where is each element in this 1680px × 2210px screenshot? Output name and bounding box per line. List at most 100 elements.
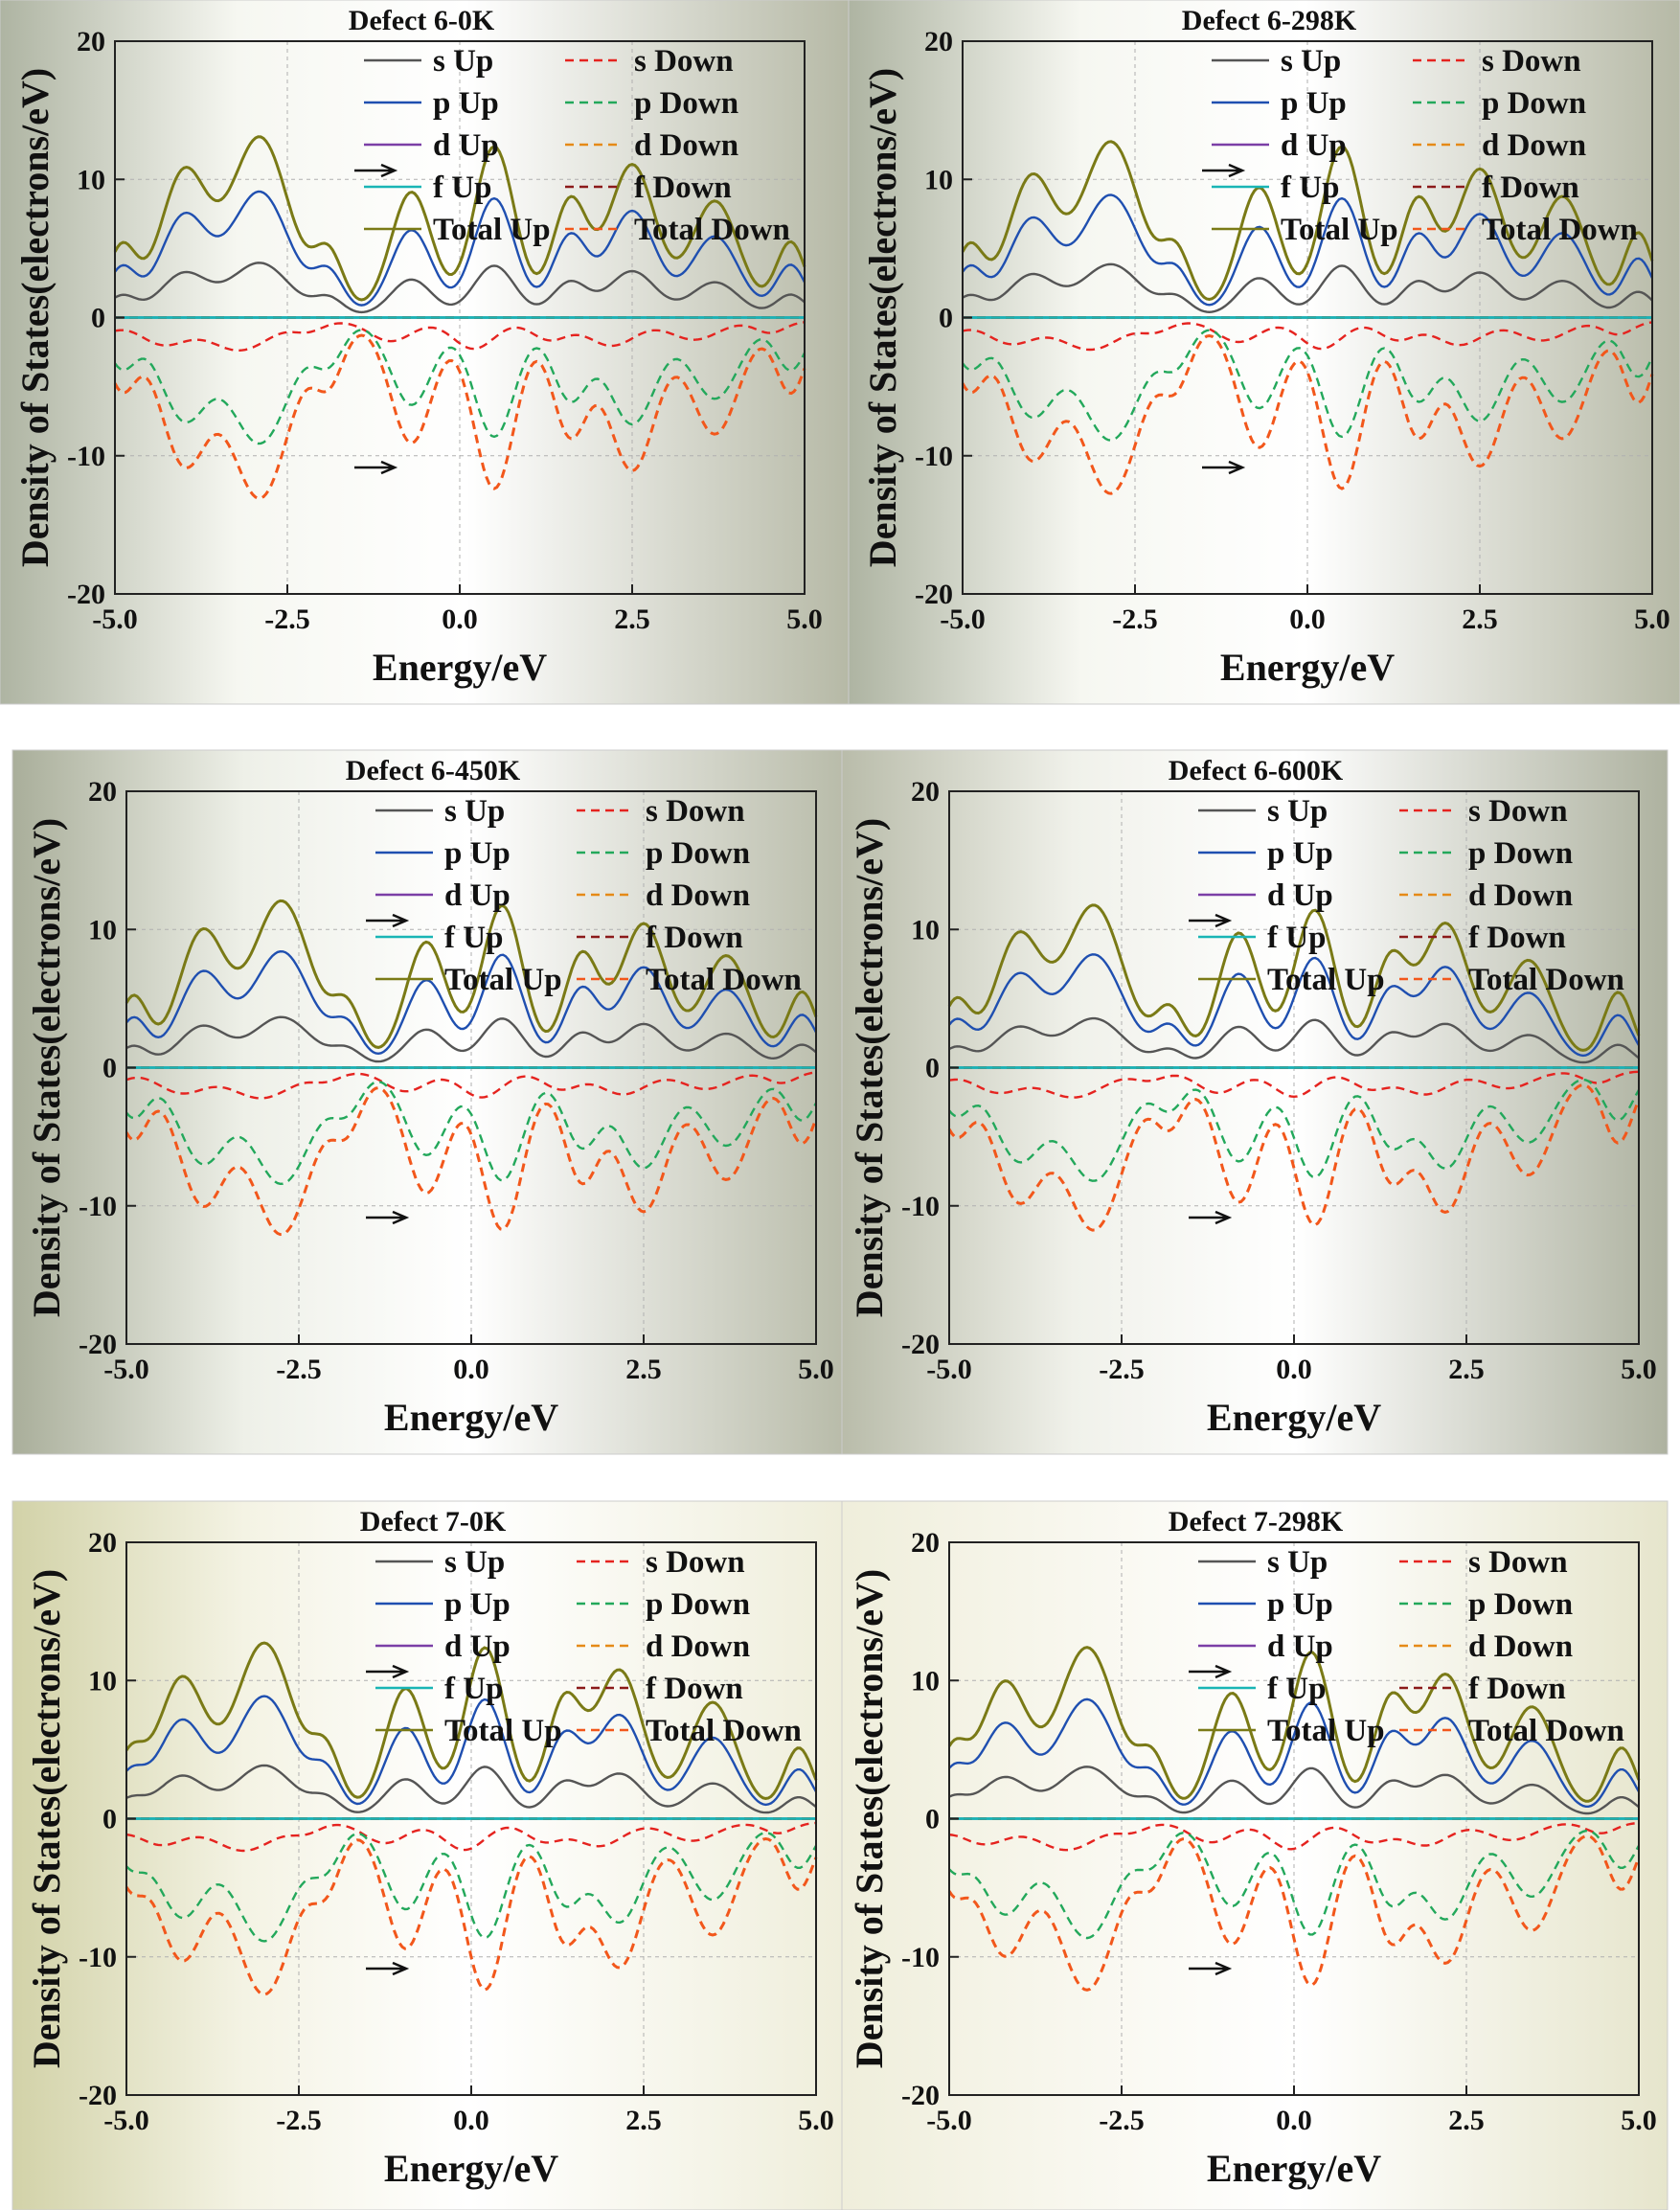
series-line-p_up <box>948 953 1641 1058</box>
legend-label-f_down: f Down <box>646 1672 743 1706</box>
x-tick-label: -2.5 <box>1112 604 1158 635</box>
legend-label-s_down: s Down <box>646 794 745 829</box>
x-tick-label: -5.0 <box>926 2105 972 2136</box>
legend-label-s_up: s Up <box>1281 44 1341 79</box>
legend-label-s_up: s Up <box>444 794 505 829</box>
series-line-s_up <box>948 1766 1640 1815</box>
legend: s Up p Up d Up f Up Total Up s Down p Down d Do… <box>375 1545 802 1748</box>
legend-label-total_down: Total Down <box>1482 213 1638 247</box>
x-tick-label: 2.5 <box>614 604 650 635</box>
x-axis-label: Energy/eV <box>373 646 547 689</box>
y-tick-label: 20 <box>924 26 953 57</box>
legend-label-total_up: Total Up <box>444 963 562 997</box>
y-tick-label: 20 <box>911 1527 940 1559</box>
legend-label-s_up: s Up <box>444 1545 505 1580</box>
y-tick-label: 20 <box>911 776 940 808</box>
legend-label-total_down: Total Down <box>646 963 802 997</box>
series-line-p_up <box>125 949 818 1056</box>
legend-label-d_up: d Up <box>1267 1629 1333 1664</box>
y-tick-label: 20 <box>77 26 105 57</box>
chart-panel: -5.0 -2.5 0.0 2.5 5.0 -20 -10 0 10 20 Defect 6-298… <box>848 0 1680 705</box>
legend-label-p_up: p Up <box>444 1587 511 1622</box>
chart-panel: -5.0 -2.5 0.0 2.5 5.0 -20 -10 0 10 20 Defect 7-0K E… <box>11 1500 843 2210</box>
legend-label-p_down: p Down <box>634 86 738 121</box>
arrow-marker <box>354 460 398 475</box>
legend: s Up p Up d Up f Up Total Up s Down p Down d Do… <box>1198 1545 1624 1748</box>
legend-label-d_down: d Down <box>1468 878 1573 913</box>
x-axis-label: Energy/eV <box>1207 1396 1381 1439</box>
x-tick-label: 2.5 <box>1462 604 1498 635</box>
legend-label-d_up: d Up <box>1281 128 1347 163</box>
panel-background <box>848 0 1680 705</box>
x-tick-label: 2.5 <box>1448 2105 1485 2136</box>
legend-label-f_down: f Down <box>646 921 743 955</box>
legend: s Up p Up d Up f Up Total Up s Down p Down d Do… <box>364 44 790 247</box>
y-tick-label: -10 <box>901 1191 940 1222</box>
x-axis-label: Energy/eV <box>1220 646 1395 689</box>
x-tick-label: -5.0 <box>940 604 986 635</box>
legend-label-p_down: p Down <box>1468 836 1573 871</box>
x-tick-label: 5.0 <box>798 1354 834 1385</box>
y-axis-label: Density of States(electrons/eV) <box>861 68 904 567</box>
legend-label-s_down: s Down <box>1482 44 1581 79</box>
arrow-marker <box>1189 913 1233 928</box>
legend-label-d_down: d Down <box>634 128 738 163</box>
x-tick-label: 5.0 <box>1634 604 1670 635</box>
legend-label-p_down: p Down <box>1468 1587 1573 1622</box>
x-tick-label: 0.0 <box>1276 2105 1312 2136</box>
legend-label-d_up: d Up <box>433 128 499 163</box>
y-tick-label: 0 <box>925 1053 940 1084</box>
x-tick-label: -5.0 <box>926 1354 972 1385</box>
panel-background <box>0 0 850 705</box>
x-tick-label: -2.5 <box>276 1354 322 1385</box>
legend-label-s_up: s Up <box>1267 794 1328 829</box>
x-tick-label: -5.0 <box>92 604 138 635</box>
legend-label-total_up: Total Up <box>433 213 551 247</box>
series-line-total_up <box>961 140 1654 302</box>
y-axis-label: Density of States(electrons/eV) <box>13 68 57 567</box>
legend: s Up p Up d Up f Up Total Up s Down p Down d Do… <box>1212 44 1638 247</box>
chart-title: Defect 6-600K <box>1169 755 1344 786</box>
legend-label-d_down: d Down <box>646 878 750 913</box>
legend-label-p_up: p Up <box>1267 836 1333 871</box>
y-tick-label: 0 <box>102 1804 117 1835</box>
x-tick-label: 2.5 <box>625 1354 662 1385</box>
legend-label-f_up: f Up <box>444 921 503 955</box>
series-line-s_up <box>114 262 806 314</box>
x-tick-label: -2.5 <box>1099 1354 1145 1385</box>
legend-label-total_down: Total Down <box>634 213 790 247</box>
y-tick-label: -10 <box>79 1191 117 1222</box>
legend-label-total_up: Total Up <box>1267 963 1385 997</box>
y-tick-label: 20 <box>88 776 117 808</box>
legend-label-f_up: f Up <box>1267 921 1326 955</box>
x-tick-label: 2.5 <box>1448 1354 1485 1385</box>
legend-label-f_down: f Down <box>1468 921 1566 955</box>
y-axis-label: Density of States(electrons/eV) <box>25 1569 68 2068</box>
legend-label-d_down: d Down <box>1482 128 1586 163</box>
x-tick-label: 0.0 <box>1276 1354 1312 1385</box>
series-line-s_down <box>125 1821 817 1853</box>
y-tick-label: 10 <box>911 1665 940 1697</box>
y-tick-label: 0 <box>939 303 953 334</box>
y-axis-label: Density of States(electrons/eV) <box>848 818 891 1317</box>
legend-label-d_up: d Up <box>444 878 511 913</box>
legend-label-p_up: p Up <box>444 836 511 871</box>
series-line-p_down <box>948 1830 1641 1940</box>
y-tick-label: -20 <box>901 2080 940 2111</box>
arrow-marker <box>366 1961 410 1976</box>
x-tick-label: 5.0 <box>798 2105 834 2136</box>
legend-label-s_down: s Down <box>646 1545 745 1580</box>
series-line-p_up <box>948 1697 1641 1808</box>
series-line-p_down <box>962 329 1654 442</box>
x-axis-label: Energy/eV <box>384 1396 558 1439</box>
series-line-total_up <box>125 899 818 1049</box>
y-tick-label: -20 <box>915 579 953 610</box>
chart-panel: -5.0 -2.5 0.0 2.5 5.0 -20 -10 0 10 20 Defect 7-298… <box>841 1500 1669 2210</box>
panel-background <box>841 1500 1669 2210</box>
x-axis-label: Energy/eV <box>384 2147 558 2190</box>
legend-label-d_down: d Down <box>646 1629 750 1664</box>
legend-label-f_up: f Up <box>433 171 491 205</box>
y-tick-label: -20 <box>79 2080 117 2111</box>
y-tick-label: -20 <box>67 579 105 610</box>
y-tick-label: 10 <box>77 164 105 195</box>
